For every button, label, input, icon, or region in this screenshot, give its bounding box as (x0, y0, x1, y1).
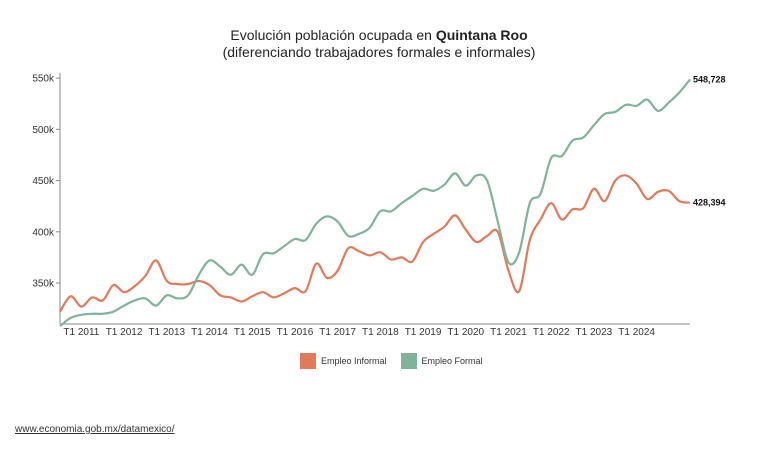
x-tick-label: T1 2018 (362, 327, 399, 338)
legend-swatch-informal (300, 353, 316, 369)
series-line-formal (59, 78, 691, 327)
y-tick-label: 450k (32, 176, 55, 187)
x-tick-label: T1 2022 (533, 327, 570, 338)
y-tick-label: 550k (32, 74, 55, 85)
y-tick-label: 400k (32, 227, 55, 238)
series-line-informal (59, 174, 691, 313)
chart-title-line2: (diferenciando trabajadores formales e i… (222, 44, 536, 60)
legend-label-formal: Empleo Formal (421, 356, 483, 366)
x-tick-label: T1 2014 (191, 327, 228, 338)
chart-title-prefix: Evolución población ocupada en (230, 27, 436, 43)
x-tick-label: T1 2023 (576, 327, 613, 338)
legend-swatch-formal (400, 353, 417, 369)
legend-item-informal: Empleo Informal (300, 353, 387, 369)
x-tick-label: T1 2013 (148, 327, 185, 338)
x-tick-label: T1 2024 (618, 327, 655, 338)
y-tick-label: 500k (32, 125, 55, 136)
legend-label-informal: Empleo Informal (321, 356, 387, 366)
x-tick-label: T1 2012 (106, 327, 143, 338)
end-label-formal: 548,728 (693, 74, 726, 84)
chart-series (59, 78, 691, 327)
x-tick-label: T1 2016 (277, 327, 314, 338)
x-tick-label: T1 2019 (405, 327, 442, 338)
x-tick-label: T1 2020 (447, 327, 484, 338)
end-label-informal: 428,394 (693, 198, 726, 208)
x-tick-label: T1 2011 (63, 327, 99, 338)
chart-title: Evolución población ocupada en Quintana … (0, 27, 758, 61)
y-tick-label: 350k (32, 279, 55, 290)
chart-legend: Empleo Informal Empleo Formal (300, 353, 483, 369)
chart-axes: 350k 400k 450k 500k 550k T1 2011 T1 2012 T1 201… (32, 73, 690, 338)
chart-end-labels: 428,394 548,728 (693, 74, 726, 207)
legend-item-formal: Empleo Formal (400, 353, 483, 369)
chart-title-state: Quintana Roo (435, 27, 528, 43)
chart-title-line1: Evolución población ocupada en Quintana … (0, 27, 758, 44)
x-tick-label: T1 2015 (234, 327, 271, 338)
source-link[interactable]: www.economia.gob.mx/datamexico/ (15, 424, 175, 435)
x-tick-label: T1 2021 (490, 327, 527, 338)
x-tick-label: T1 2017 (319, 327, 356, 338)
